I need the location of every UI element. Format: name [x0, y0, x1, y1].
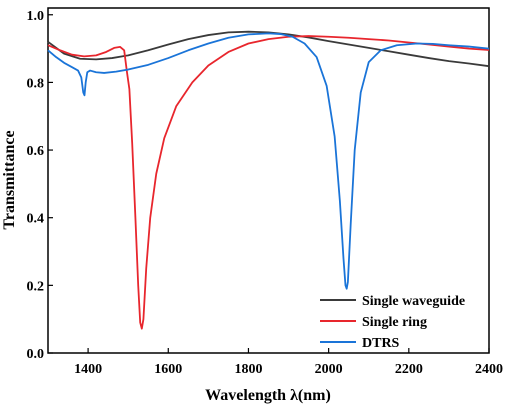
x-tick-label: 1400: [74, 362, 102, 377]
y-tick-label: 0.4: [27, 212, 45, 227]
series-line-dtrs: [47, 32, 490, 290]
legend-label: DTRS: [362, 336, 400, 351]
x-axis-ticks: 1400 1600 1800 2000 2200 2400: [74, 348, 503, 377]
legend-label: Single waveguide: [362, 294, 465, 309]
legend: Single waveguide Single ring DTRS: [320, 294, 465, 351]
x-tick-label: 2200: [395, 362, 423, 377]
y-tick-label: 1.0: [27, 9, 45, 24]
x-axis-title: Wavelength λ(nm): [205, 387, 331, 404]
plot-frame: [47, 7, 490, 354]
y-axis-title: Transmittance: [1, 130, 18, 229]
y-tick-label: 0.2: [27, 279, 45, 294]
y-tick-label: 0.0: [27, 347, 45, 362]
y-tick-label: 0.8: [27, 76, 45, 91]
x-tick-label: 2400: [475, 362, 503, 377]
legend-label: Single ring: [362, 315, 427, 330]
series-line-single-waveguide: [47, 30, 490, 68]
y-tick-label: 0.6: [27, 144, 45, 159]
series-line-single-ring: [47, 35, 490, 330]
x-tick-label: 1600: [154, 362, 182, 377]
x-tick-label: 2000: [315, 362, 343, 377]
series-lines: [47, 30, 490, 330]
y-axis-ticks: 0.0 0.2 0.4 0.6 0.8 1.0: [27, 9, 53, 362]
x-tick-label: 1800: [234, 362, 262, 377]
